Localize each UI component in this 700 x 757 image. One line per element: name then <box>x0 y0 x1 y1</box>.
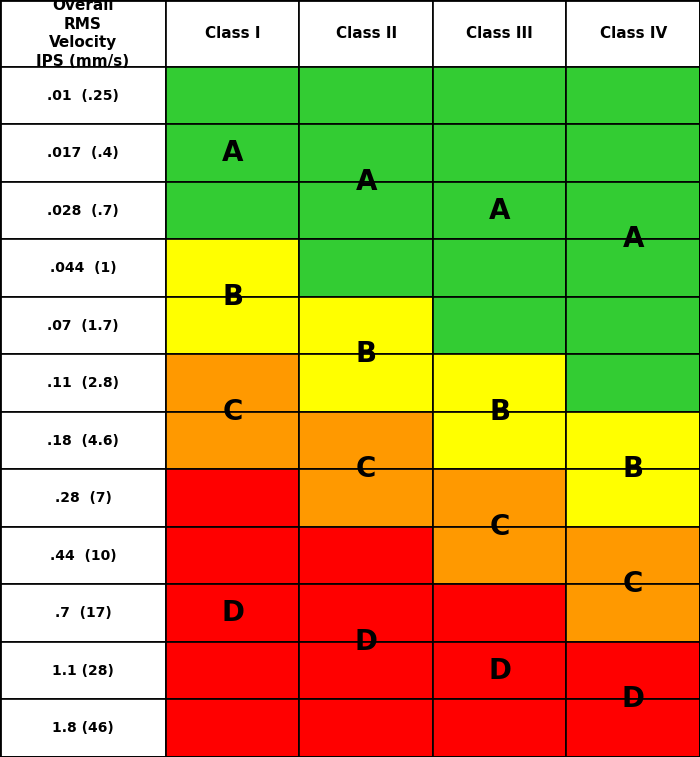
Text: A: A <box>356 168 377 196</box>
Bar <box>566 699 700 757</box>
Text: A: A <box>489 197 510 225</box>
Text: D: D <box>355 628 378 656</box>
Bar <box>300 642 433 699</box>
Text: Overall
RMS
Velocity
IPS (mm/s): Overall RMS Velocity IPS (mm/s) <box>36 0 130 69</box>
Bar <box>166 0 300 67</box>
Bar <box>300 354 433 412</box>
Bar <box>166 182 300 239</box>
Bar <box>566 182 700 239</box>
Text: D: D <box>622 686 645 714</box>
Bar <box>433 0 566 67</box>
Bar <box>566 642 700 699</box>
Bar <box>166 124 300 182</box>
Bar <box>166 469 300 527</box>
Text: .7  (17): .7 (17) <box>55 606 111 620</box>
Bar <box>166 239 300 297</box>
Text: 1.1 (28): 1.1 (28) <box>52 664 114 678</box>
Bar <box>433 67 566 124</box>
Text: Class III: Class III <box>466 26 533 41</box>
Bar <box>166 412 300 469</box>
Bar <box>566 584 700 642</box>
Bar <box>433 469 566 527</box>
Bar <box>300 239 433 297</box>
Bar <box>433 354 566 412</box>
Text: C: C <box>489 513 510 541</box>
Bar <box>0 469 166 527</box>
Text: B: B <box>356 341 377 369</box>
Text: .044  (1): .044 (1) <box>50 261 116 276</box>
Bar <box>433 124 566 182</box>
Bar <box>0 0 166 67</box>
Bar <box>433 297 566 354</box>
Bar <box>566 354 700 412</box>
Bar <box>566 124 700 182</box>
Bar <box>433 182 566 239</box>
Bar <box>566 412 700 469</box>
Text: .01  (.25): .01 (.25) <box>47 89 119 103</box>
Text: A: A <box>622 226 644 254</box>
Text: C: C <box>356 456 377 484</box>
Text: .017  (.4): .017 (.4) <box>47 146 119 160</box>
Bar <box>433 412 566 469</box>
Bar <box>166 642 300 699</box>
Bar <box>0 584 166 642</box>
Bar <box>0 412 166 469</box>
Bar <box>0 297 166 354</box>
Bar <box>300 527 433 584</box>
Bar <box>0 124 166 182</box>
Text: C: C <box>223 398 243 426</box>
Bar <box>566 297 700 354</box>
Bar <box>166 354 300 412</box>
Bar <box>0 182 166 239</box>
Bar <box>433 642 566 699</box>
Bar <box>433 699 566 757</box>
Text: Class II: Class II <box>335 26 397 41</box>
Bar <box>0 239 166 297</box>
Bar <box>0 354 166 412</box>
Text: C: C <box>623 571 643 599</box>
Text: D: D <box>221 600 244 628</box>
Bar <box>166 67 300 124</box>
Text: B: B <box>222 283 243 311</box>
Text: B: B <box>489 398 510 426</box>
Text: B: B <box>623 456 644 484</box>
Bar <box>0 67 166 124</box>
Bar <box>0 527 166 584</box>
Bar <box>0 642 166 699</box>
Bar <box>566 527 700 584</box>
Bar <box>300 67 433 124</box>
Text: .07  (1.7): .07 (1.7) <box>47 319 119 333</box>
Text: .028  (.7): .028 (.7) <box>47 204 119 218</box>
Text: .18  (4.6): .18 (4.6) <box>47 434 119 447</box>
Bar <box>300 297 433 354</box>
Bar <box>166 297 300 354</box>
Text: D: D <box>488 657 511 685</box>
Bar <box>566 239 700 297</box>
Bar <box>300 584 433 642</box>
Bar <box>300 699 433 757</box>
Bar <box>566 469 700 527</box>
Bar <box>166 527 300 584</box>
Text: A: A <box>222 139 244 167</box>
Bar <box>300 412 433 469</box>
Bar <box>566 0 700 67</box>
Bar <box>300 0 433 67</box>
Text: 1.8 (46): 1.8 (46) <box>52 721 114 735</box>
Bar <box>433 527 566 584</box>
Text: .28  (7): .28 (7) <box>55 491 111 505</box>
Bar <box>433 239 566 297</box>
Bar <box>300 469 433 527</box>
Text: .44  (10): .44 (10) <box>50 549 116 562</box>
Bar <box>300 124 433 182</box>
Text: Class I: Class I <box>205 26 260 41</box>
Bar <box>300 182 433 239</box>
Bar <box>433 584 566 642</box>
Bar <box>166 699 300 757</box>
Text: Class IV: Class IV <box>600 26 667 41</box>
Bar <box>566 67 700 124</box>
Bar <box>0 699 166 757</box>
Bar <box>166 584 300 642</box>
Text: .11  (2.8): .11 (2.8) <box>47 376 119 390</box>
